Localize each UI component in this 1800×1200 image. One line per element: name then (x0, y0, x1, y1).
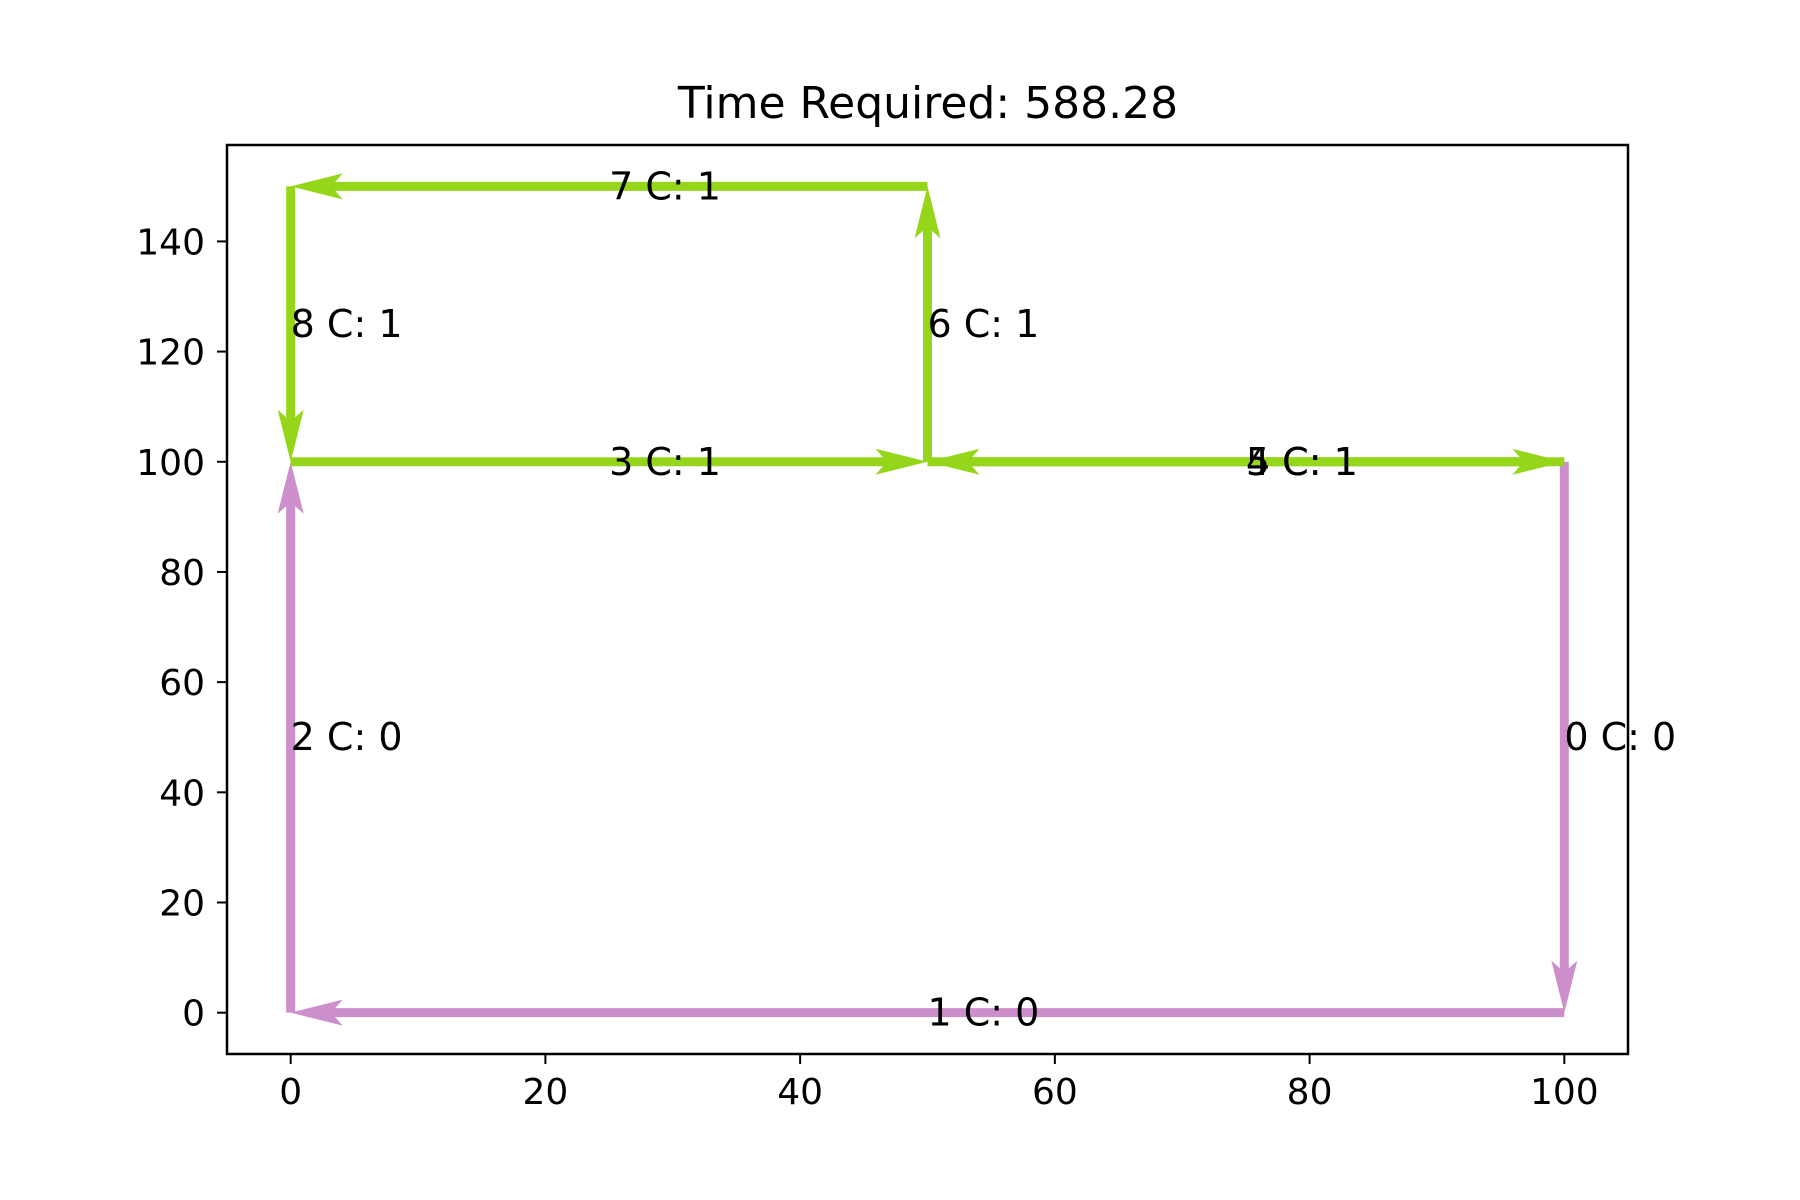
edge-label-1: 1 C: 0 (928, 991, 1040, 1035)
edge-label-5: 5 C: 1 (1246, 440, 1358, 484)
y-tick-label: 40 (159, 773, 205, 814)
y-tick-label: 140 (136, 222, 205, 263)
axes-frame (225, 143, 1630, 1056)
y-tick-label: 60 (159, 663, 205, 704)
edge-arrowhead (927, 448, 980, 475)
x-tick-label: 0 (279, 1072, 302, 1113)
y-tick-label: 80 (159, 553, 205, 594)
x-tick-label: 80 (1287, 1072, 1333, 1113)
x-tick-label: 20 (523, 1072, 569, 1113)
edge-label-4: 4 C: 1 (1246, 440, 1358, 484)
edge-label-2: 2 C: 0 (291, 715, 403, 759)
y-axis: 0 20 40 60 80 100 120 140 (136, 222, 227, 1035)
edge-arrow-0 (1551, 461, 1578, 1013)
y-tick-label: 0 (182, 994, 205, 1035)
edge-arrow-7 (290, 173, 928, 200)
edge-arrowhead (290, 173, 343, 200)
edge-label-0: 0 C: 0 (1564, 715, 1676, 759)
edge-arrowhead (875, 448, 928, 475)
x-tick-label: 40 (777, 1072, 823, 1113)
edge-arrow-6 (914, 186, 941, 462)
y-tick-label: 100 (136, 443, 205, 484)
edge-labels: 0 C: 0 1 C: 0 2 C: 0 3 C: 1 4 C: 15 C: 1 6 C:… (291, 164, 1676, 1034)
edge-label-8: 8 C: 1 (291, 302, 403, 346)
edge-arrow-1 (290, 999, 1565, 1026)
edge-arrow-2 (277, 461, 304, 1013)
edge-arrowhead (290, 999, 343, 1026)
edge-label-6: 6 C: 1 (928, 302, 1040, 346)
y-tick-label: 20 (159, 884, 205, 925)
edge-arrowhead (914, 186, 941, 239)
edge-arrow-3 (290, 448, 928, 475)
edge-arrowhead (277, 461, 304, 514)
edge-arrowhead (277, 409, 304, 462)
edge-arrow-5 (927, 448, 1565, 475)
edge-label-3: 3 C: 1 (609, 440, 721, 484)
y-tick-label: 120 (136, 333, 205, 374)
chart-title: Time Required: 588.28 (677, 78, 1178, 129)
x-tick-label: 60 (1032, 1072, 1078, 1113)
plot-frame (225, 143, 1630, 1056)
x-axis: 0 20 40 60 80 100 (279, 1054, 1599, 1113)
edge-arrow-8 (277, 186, 304, 462)
edge-label-7: 7 C: 1 (609, 164, 721, 208)
route-edges (277, 173, 1578, 1026)
x-tick-label: 100 (1530, 1072, 1599, 1113)
edge-arrowhead (1551, 960, 1578, 1013)
